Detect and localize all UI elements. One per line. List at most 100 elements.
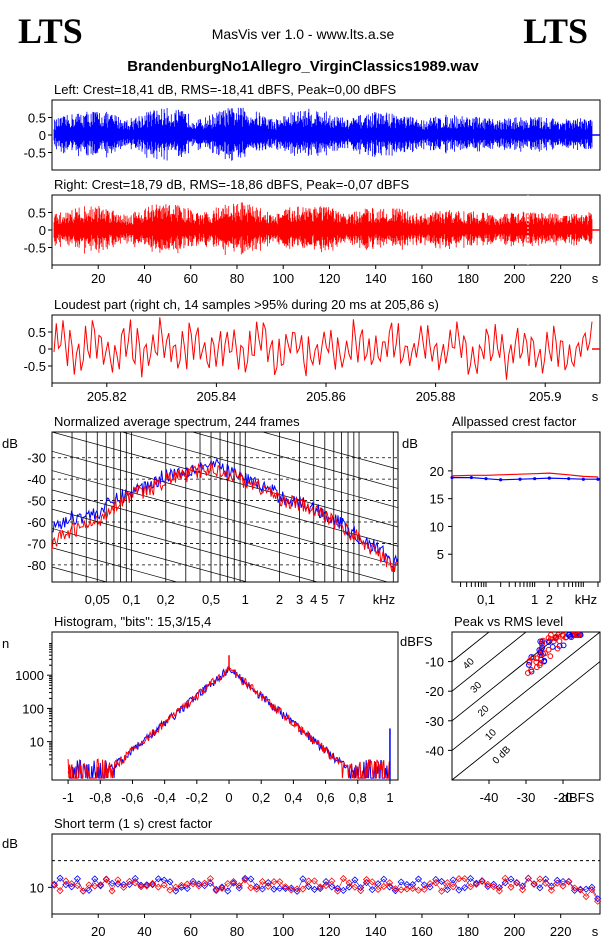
short-term-crest-point	[258, 878, 266, 886]
short-term-crest-point	[125, 877, 134, 885]
allpassed-crest-title: Allpassed crest factor	[452, 414, 577, 429]
short-term-crest-point	[183, 884, 191, 892]
short-term-crest-point	[518, 886, 527, 894]
allpassed-crest-point	[450, 475, 454, 480]
spectrum-xtick-label: 1	[242, 592, 249, 607]
right-waveform-xtick-label: 80	[230, 271, 244, 286]
loudest-part-xtick-label: 205.86	[306, 389, 346, 404]
short-term-crest-point	[235, 882, 243, 890]
short-term-crest-point	[449, 876, 457, 884]
peak-vs-rms-frame	[451, 631, 601, 781]
short-term-crest-point	[351, 883, 359, 891]
short-term-crest-point	[79, 887, 87, 895]
peak-vs-rms-crest-label: 0 dB	[491, 744, 514, 767]
right-waveform-xtick-label: 100	[272, 271, 294, 286]
short-term-crest-point	[391, 885, 399, 893]
right-waveform-xtick-label: 220	[550, 271, 572, 286]
short-term-crest-point	[241, 874, 249, 883]
short-term-crest-point	[461, 884, 469, 892]
short-term-crest-point	[96, 881, 105, 889]
histogram-ytick-label: 100	[22, 701, 44, 716]
short-term-crest-point	[438, 877, 446, 885]
allpassed-crest-point	[533, 477, 537, 481]
short-term-crest-point	[345, 883, 353, 891]
peak-vs-rms-point	[560, 632, 567, 638]
short-term-crest-point	[547, 882, 556, 890]
loudest-part-signal	[53, 317, 593, 380]
spectrum-ytick-label: -30	[27, 451, 46, 466]
short-term-crest-point	[305, 882, 313, 891]
short-term-crest-point	[345, 879, 353, 887]
short-term-crest-xtick-label: 100	[272, 924, 294, 939]
short-term-crest-point	[443, 886, 451, 894]
short-term-crest-point	[241, 876, 249, 884]
header: LTS MasVis ver 1.0 - www.lts.a.se LTS	[0, 0, 606, 60]
short-term-crest-point	[409, 884, 417, 892]
short-term-crest-point	[565, 878, 573, 886]
short-term-crest-xunit: s	[592, 924, 599, 939]
peak-vs-rms-crest-label: 20	[476, 703, 492, 719]
loudest-part-title: Loudest part (right ch, 14 samples >95% …	[54, 297, 439, 312]
short-term-crest-point	[466, 874, 475, 883]
allpassed-crest-point	[484, 477, 488, 481]
allpassed-crest-frame	[451, 431, 601, 583]
right-waveform-ytick-label: -0.5	[24, 241, 46, 256]
spectrum-series-left	[52, 457, 398, 572]
short-term-crest-point	[478, 877, 486, 886]
peak-vs-rms-point	[537, 649, 544, 656]
short-term-crest-point	[310, 877, 319, 885]
short-term-crest-point	[120, 883, 128, 891]
short-term-crest-xtick-label: 40	[137, 924, 151, 939]
allpassed-crest-ytick-label: 5	[437, 547, 444, 562]
peak-vs-rms-ytick-label: -40	[425, 743, 444, 758]
peak-vs-rms-point	[525, 670, 531, 676]
peak-vs-rms-crest-line	[452, 632, 527, 692]
allpassed-crest-ylabel: dB	[402, 436, 418, 451]
histogram-xtick-label: -0,4	[153, 790, 175, 805]
short-term-crest-point	[507, 875, 515, 883]
spectrum-frame	[51, 431, 399, 583]
peak-vs-rms-point	[566, 632, 573, 638]
histogram-frame	[51, 631, 399, 781]
short-term-crest-point	[293, 885, 301, 893]
loudest-part-ytick-label: 0.5	[28, 325, 46, 340]
short-term-crest-point	[501, 874, 509, 882]
spectrum-xtick-label: 4	[310, 592, 317, 607]
loudest-part-frame	[51, 314, 601, 384]
histogram-xtick-label: 0,4	[284, 790, 302, 805]
spectrum-slope-line	[52, 450, 398, 547]
allpassed-crest-point	[567, 477, 571, 481]
short-term-crest-point	[536, 884, 544, 892]
histogram-xtick-label: 0	[225, 790, 232, 805]
short-term-crest-point	[368, 886, 376, 894]
short-term-crest-point	[137, 881, 145, 889]
short-term-crest-point	[588, 886, 596, 894]
right-waveform-ytick-label: 0.5	[28, 206, 46, 221]
spectrum-xunit: kHz	[373, 592, 395, 607]
short-term-crest-point	[403, 885, 411, 893]
short-term-crest-point	[322, 877, 330, 886]
short-term-crest-point	[253, 883, 261, 891]
short-term-crest-point	[542, 879, 550, 887]
spectrum-xtick-label: 0,05	[85, 592, 110, 607]
histogram-xtick-label: 0,6	[317, 790, 335, 805]
peak-vs-rms-crest-line	[452, 632, 490, 662]
short-term-crest-point	[276, 878, 284, 886]
allpassed-crest-xtick-label: 2	[546, 592, 553, 607]
peak-vs-rms-title: Peak vs RMS level	[454, 614, 563, 629]
short-term-crest-point	[513, 878, 521, 886]
right-waveform-xtick-label: 120	[319, 271, 341, 286]
allpassed-crest-xtick-label: 0,1	[477, 592, 495, 607]
short-term-crest-point	[443, 879, 451, 887]
short-term-crest-point	[339, 875, 347, 883]
short-term-crest-point	[50, 881, 58, 889]
short-term-crest-point	[201, 879, 209, 887]
peak-vs-rms-xlabel: dBFS	[562, 790, 595, 805]
short-term-crest-point	[461, 875, 469, 883]
version-text: MasVis ver 1.0 - www.lts.a.se	[211, 26, 395, 42]
short-term-crest-point	[305, 877, 313, 885]
spectrum-slope-line	[52, 547, 179, 582]
short-term-crest-point	[570, 884, 579, 892]
histogram-xtick-label: 1	[386, 790, 393, 805]
